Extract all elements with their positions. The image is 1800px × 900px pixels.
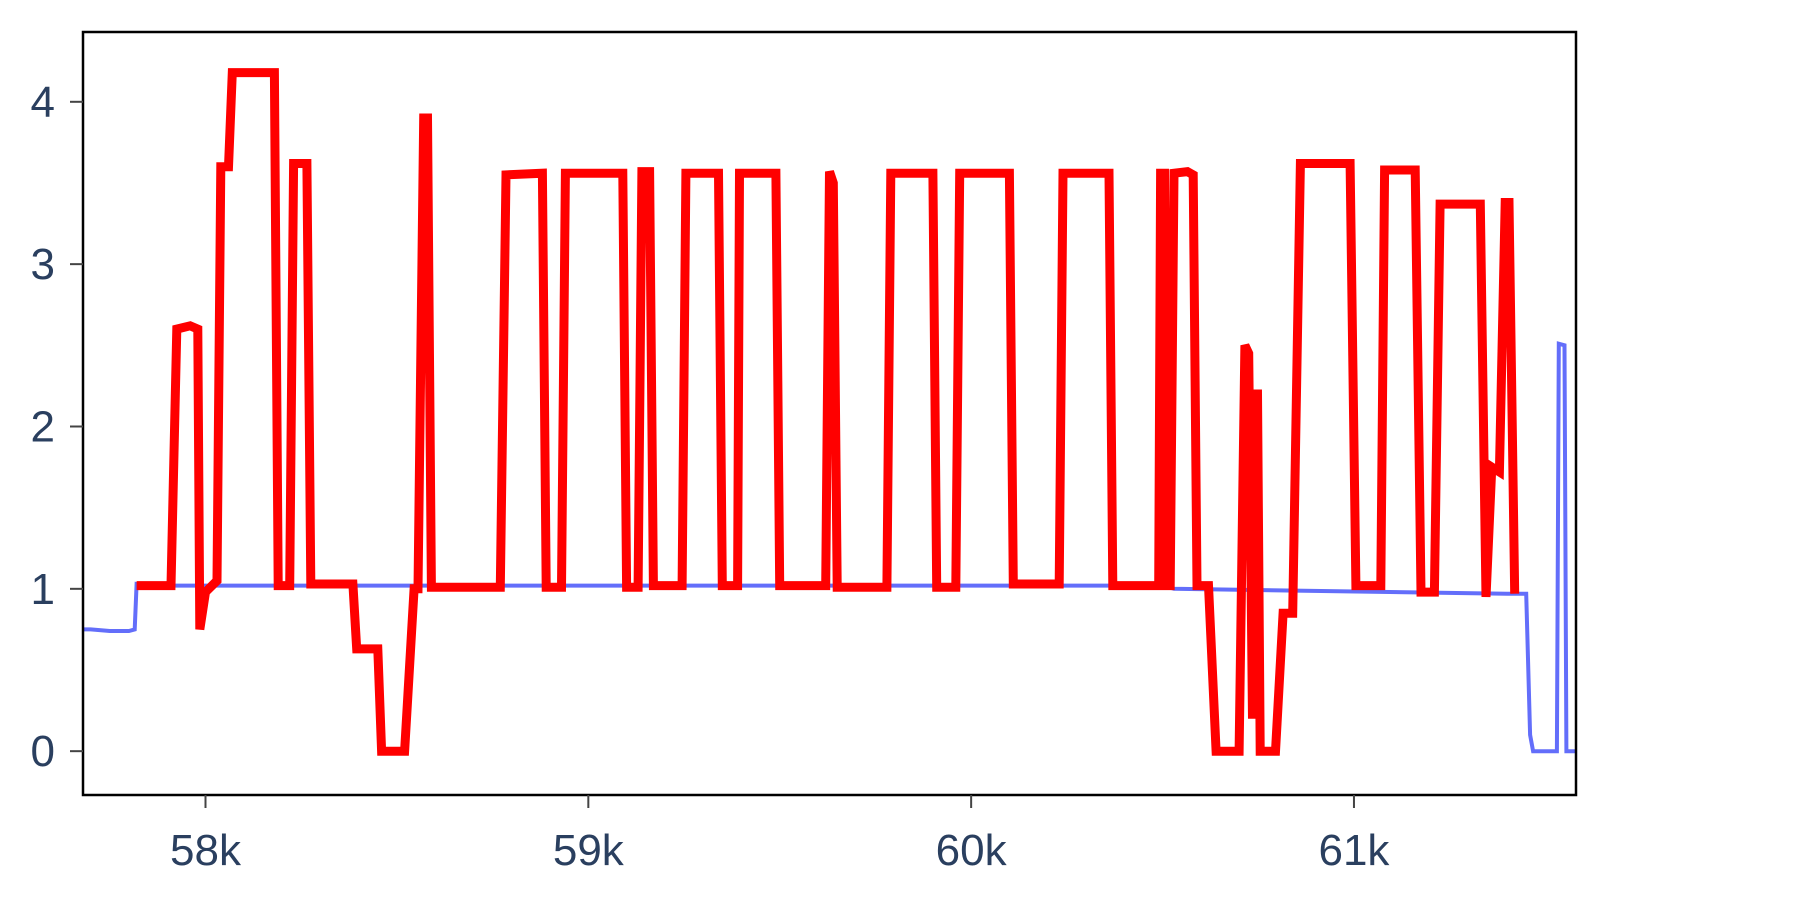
y-tick-label: 4 xyxy=(31,78,55,127)
series-line-2 xyxy=(136,68,1520,756)
x-tick-label: 60k xyxy=(936,826,1008,875)
series-layer xyxy=(83,68,1576,756)
y-tick-label: 3 xyxy=(31,240,55,289)
y-tick-label: 2 xyxy=(31,402,55,451)
plot-frame xyxy=(81,30,1578,797)
x-tick-label: 61k xyxy=(1318,826,1390,875)
x-axis: 58k 59k 60k 61k xyxy=(170,795,1390,875)
y-tick-label: 0 xyxy=(31,727,55,776)
x-tick-label: 59k xyxy=(553,826,625,875)
x-tick-label: 58k xyxy=(170,826,242,875)
y-tick-label: 1 xyxy=(31,565,55,614)
y-axis: 0 1 2 3 4 xyxy=(31,78,83,776)
